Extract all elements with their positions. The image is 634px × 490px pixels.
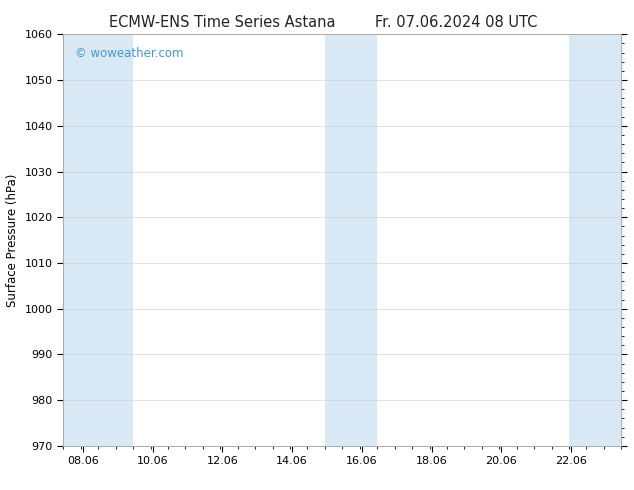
Text: Fr. 07.06.2024 08 UTC: Fr. 07.06.2024 08 UTC xyxy=(375,15,538,30)
Y-axis label: Surface Pressure (hPa): Surface Pressure (hPa) xyxy=(6,173,19,307)
Bar xyxy=(569,34,621,446)
Text: © woweather.com: © woweather.com xyxy=(75,47,183,60)
Text: ECMW-ENS Time Series Astana: ECMW-ENS Time Series Astana xyxy=(108,15,335,30)
Bar xyxy=(325,34,377,446)
Bar xyxy=(63,34,133,446)
